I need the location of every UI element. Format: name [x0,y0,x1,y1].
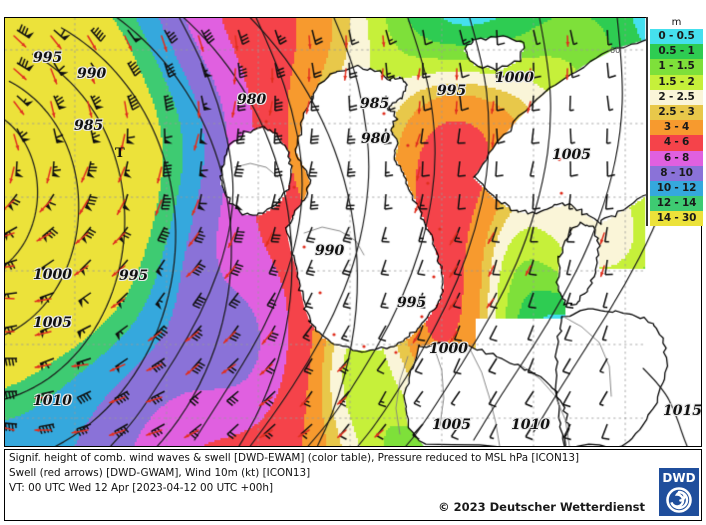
caption-line-1: Signif. height of comb. wind waves & swe… [9,452,580,464]
legend-row-7: 4 - 6 [650,135,703,151]
isobar-label: 995 [33,50,63,66]
isobar-label: 985 [74,118,104,134]
legend-row-11: 12 - 14 [650,196,703,212]
isobar-label: 980 [361,131,391,147]
isobar-label: 995 [397,295,427,311]
isobar-label: 1010 [511,417,550,433]
legend-row-1: 0.5 - 1 [650,44,703,60]
legend-row-10: 10 - 12 [650,180,703,197]
copyright-text: © 2023 Deutscher Wetterdienst [438,500,645,514]
isobar-label: 1005 [432,417,471,433]
isobar-label: 1000 [429,341,468,357]
isobar-label: 1015 [663,403,702,419]
isobar-label: 1000 [33,267,72,283]
isobar-label: 990 [77,66,107,82]
weather-map-panel[interactable]: 995 990 985 980 985 980 995 1000 1005 990 995 1000 1… [4,17,702,447]
legend-row-9: 8 - 10 [650,165,703,181]
legend-row-4: 2 - 2.5 [650,89,703,105]
isobar-label: 990 [315,243,345,259]
legend-row-5: 2.5 - 3 [650,104,703,121]
isobar-label: 1010 [33,393,72,409]
isobar-label: 980 [237,92,267,108]
isobar-label: 1000 [495,70,534,86]
wave-height-pressure-map[interactable] [5,18,701,446]
caption-valid-time: VT: 00 UTC Wed 12 Apr [2023-04-12 00 UTC… [9,482,274,494]
isobar-label: 995 [437,83,467,99]
isobar-label: 1005 [552,147,591,163]
caption-box: Signif. height of comb. wind waves & swe… [4,449,702,521]
dwd-logo: DWD [658,467,700,517]
isobar-label: 995 [119,268,149,284]
caption-line-2: Swell (red arrows) [DWD-GWAM], Wind 10m … [9,467,311,479]
legend-row-3: 1.5 - 2 [650,74,703,90]
isobar-label: 1005 [33,315,72,331]
graticule-label: 60 [610,46,621,55]
legend-row-0: 0 - 0.5 [650,29,703,45]
low-pressure-marker: T [115,146,125,161]
legend-row-6: 3 - 4 [650,120,703,136]
legend-row-8: 6 - 8 [650,150,703,166]
dwd-logo-text: DWD [662,471,695,485]
legend-row-12: 14 - 30 [650,211,703,227]
legend-unit-label: m [650,17,703,29]
isobar-label: 985 [360,96,390,112]
legend-row-2: 1 - 1.5 [650,59,703,75]
